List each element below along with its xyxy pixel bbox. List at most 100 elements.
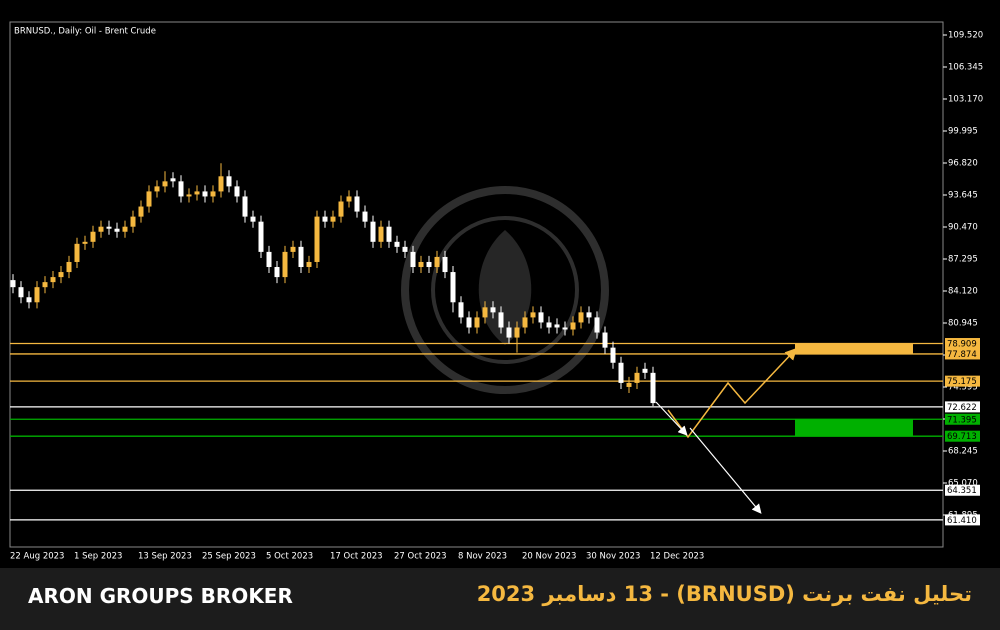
candle-body <box>386 226 392 242</box>
candle-body <box>498 312 504 328</box>
zone <box>795 343 913 354</box>
candle-body <box>482 307 488 318</box>
candle-body <box>266 251 272 268</box>
candle-body <box>402 246 408 252</box>
candle-body <box>466 317 472 328</box>
candle-body <box>426 261 432 268</box>
candle-body <box>354 196 360 212</box>
candle-body <box>474 317 480 328</box>
candle-body <box>58 272 64 278</box>
y-tick-label: 90.470 <box>948 223 978 233</box>
candle-body <box>338 201 344 217</box>
plot-frame <box>9 21 944 548</box>
candle-body <box>258 221 264 252</box>
candle-body <box>330 216 336 222</box>
candle-body <box>162 181 168 187</box>
candle-body <box>170 178 176 182</box>
candle-body <box>530 312 536 318</box>
candle-body <box>242 196 248 217</box>
candle-body <box>562 327 568 330</box>
x-tick-label: 1 Sep 2023 <box>74 552 122 562</box>
candle-body <box>194 191 200 195</box>
level-tag <box>945 514 980 526</box>
candle-body <box>514 327 520 338</box>
level-tag <box>945 413 980 425</box>
y-tick-label: 109.520 <box>948 31 983 41</box>
level-tag <box>945 430 980 442</box>
candle-body <box>34 287 40 303</box>
headline: تحلیل نفت برنت (BRNUSD) - 13 دسامبر 2023 <box>476 582 972 606</box>
x-tick-label: 22 Aug 2023 <box>10 552 64 562</box>
y-tick-label: 96.820 <box>948 159 978 169</box>
candle-body <box>218 176 224 192</box>
candle-body <box>130 216 136 227</box>
candle-body <box>458 302 464 318</box>
x-tick-label: 13 Sep 2023 <box>138 552 192 562</box>
candle-body <box>282 251 288 278</box>
candle-body <box>450 272 456 303</box>
zone <box>795 419 913 437</box>
level-label: 64.351 <box>947 486 977 496</box>
candle-body <box>202 191 208 197</box>
candle-body <box>250 216 256 222</box>
candle-body <box>98 226 104 232</box>
candle-body <box>442 256 448 273</box>
candle-body <box>610 347 616 363</box>
candle-body <box>634 372 640 383</box>
level-tag <box>945 401 980 413</box>
candle-body <box>346 196 352 202</box>
candle-body <box>546 322 552 328</box>
x-tick-label: 17 Oct 2023 <box>330 552 383 562</box>
footer: ARON GROUPS BROKER تحلیل نفت برنت (BRNUS… <box>0 568 1000 630</box>
candle-body <box>210 191 216 197</box>
level-label: 69.713 <box>947 432 977 442</box>
candle-body <box>594 317 600 333</box>
candle-body <box>42 282 48 288</box>
y-tick-label: 93.645 <box>948 191 978 201</box>
level-label: 61.410 <box>947 516 977 526</box>
y-tick-label: 80.945 <box>948 319 978 329</box>
candle-body <box>226 176 232 187</box>
candle-body <box>554 324 560 328</box>
candle-body <box>74 243 80 262</box>
level-label: 77.874 <box>947 350 977 360</box>
candle-body <box>418 261 424 268</box>
candle-body <box>66 261 72 273</box>
x-tick-label: 5 Oct 2023 <box>266 552 313 562</box>
candle-body <box>642 368 648 373</box>
candle-body <box>114 228 120 232</box>
chart: BRNUSD., Daily: Oil - Brent Crude 109.52… <box>9 21 983 562</box>
candle-body <box>410 251 416 268</box>
candle-body <box>626 382 632 387</box>
candle-body <box>578 312 584 323</box>
x-tick-label: 20 Nov 2023 <box>522 552 576 562</box>
candle-body <box>522 317 528 328</box>
forecast-arrows <box>655 347 798 514</box>
y-tick-label: 106.345 <box>948 63 983 73</box>
y-tick-label: 87.295 <box>948 255 978 265</box>
candle-body <box>106 226 112 229</box>
candle-body <box>138 206 144 217</box>
candle-body <box>506 327 512 338</box>
level-tag <box>945 348 980 360</box>
series-layer <box>10 163 943 521</box>
candle-body <box>50 277 56 283</box>
candle-body <box>146 191 152 207</box>
candle-body <box>394 241 400 247</box>
chart-title: BRNUSD., Daily: Oil - Brent Crude <box>14 27 156 37</box>
candle-body <box>586 312 592 318</box>
candle-body <box>538 312 544 323</box>
candle-body <box>306 261 312 268</box>
candle-body <box>10 280 16 288</box>
candle-body <box>122 226 128 232</box>
candle-body <box>618 362 624 383</box>
x-tick-label: 27 Oct 2023 <box>394 552 447 562</box>
candle-body <box>178 181 184 197</box>
candle-body <box>18 287 24 298</box>
candle-body <box>186 194 192 197</box>
x-tick-label: 25 Sep 2023 <box>202 552 256 562</box>
y-tick-label: 103.170 <box>948 95 983 105</box>
x-tick-label: 30 Nov 2023 <box>586 552 640 562</box>
candle-body <box>490 307 496 313</box>
